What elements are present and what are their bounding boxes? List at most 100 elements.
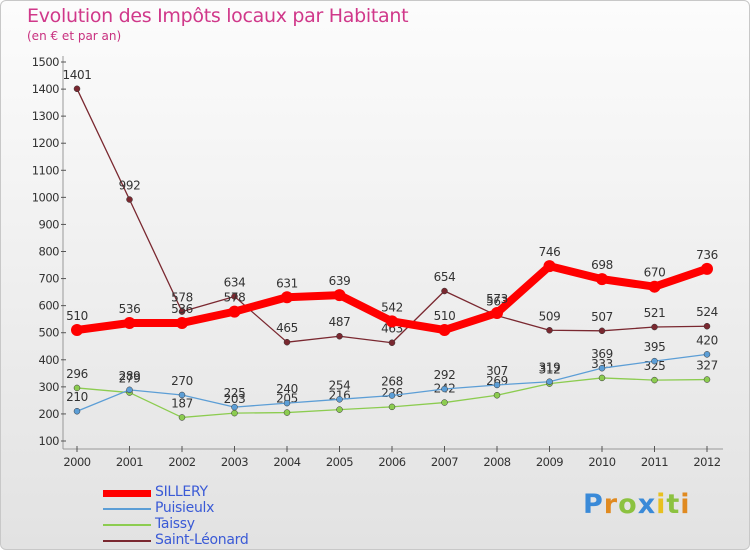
legend-swatch-puisieulx (103, 508, 151, 510)
data-point-sillery (701, 262, 713, 275)
y-tick-label: 1000 (32, 190, 59, 204)
data-label-saint-l-onard: 507 (591, 310, 613, 324)
data-point-sillery (123, 316, 136, 329)
legend-swatch-saint-leonard (103, 540, 151, 542)
data-label-puisieulx: 268 (381, 375, 403, 389)
data-point-taissy (231, 409, 238, 417)
data-point-taissy (336, 406, 343, 413)
data-label-puisieulx: 319 (539, 361, 561, 375)
data-point-saint-l-onard (283, 338, 291, 346)
data-point-taissy (651, 376, 658, 384)
data-label-saint-l-onard: 992 (119, 179, 141, 193)
legend-swatch-taissy (103, 524, 151, 526)
data-label-puisieulx: 254 (329, 378, 351, 392)
y-tick-label: 700 (39, 272, 60, 286)
data-point-saint-l-onard (126, 196, 133, 203)
data-point-puisieulx (546, 378, 553, 385)
data-label-puisieulx: 395 (644, 340, 666, 354)
data-point-puisieulx (73, 407, 81, 415)
logo-letter: i (656, 489, 667, 520)
proxiti-logo: Proxiti (583, 489, 691, 520)
data-point-sillery (596, 273, 608, 286)
data-label-puisieulx: 369 (591, 347, 613, 361)
y-tick-label: 500 (39, 326, 60, 340)
logo-letter: i (680, 489, 691, 520)
data-label-taissy: 187 (171, 396, 193, 410)
data-label-taissy: 203 (224, 392, 246, 406)
data-label-puisieulx: 240 (276, 382, 298, 396)
data-label-saint-l-onard: 524 (696, 305, 718, 319)
data-label-sillery: 639 (329, 274, 351, 288)
data-point-taissy (598, 374, 606, 382)
x-tick-label: 2008 (483, 455, 510, 469)
data-point-saint-l-onard (178, 308, 186, 315)
data-point-puisieulx (388, 392, 396, 399)
data-point-taissy (703, 376, 711, 383)
data-label-puisieulx: 225 (224, 386, 246, 400)
y-tick-label: 1500 (32, 55, 59, 69)
data-label-taissy: 279 (119, 372, 141, 386)
y-tick-label: 1400 (32, 82, 59, 96)
data-point-taissy (283, 409, 291, 416)
y-tick-label: 1300 (32, 109, 59, 123)
data-label-saint-l-onard: 1401 (63, 68, 92, 82)
x-tick-label: 2012 (693, 455, 720, 469)
data-point-puisieulx (651, 357, 658, 365)
x-tick-label: 2001 (116, 455, 143, 469)
data-point-taissy (178, 414, 186, 421)
legend-label-sillery: SILLERY (155, 484, 208, 500)
data-point-sillery (228, 305, 241, 318)
data-point-puisieulx (231, 403, 238, 411)
legend-swatch-sillery (103, 490, 151, 497)
data-point-sillery (543, 260, 556, 273)
data-label-sillery: 631 (276, 276, 298, 290)
y-tick-label: 400 (39, 353, 60, 367)
logo-letter: x (637, 489, 657, 520)
x-tick-label: 2011 (641, 455, 668, 469)
data-point-puisieulx (336, 396, 343, 403)
x-tick-label: 2002 (168, 455, 195, 469)
data-label-sillery: 578 (224, 291, 246, 305)
data-point-saint-l-onard (441, 287, 448, 295)
data-point-sillery (491, 306, 503, 319)
data-label-sillery: 510 (66, 309, 88, 323)
data-label-saint-l-onard: 634 (224, 275, 246, 289)
x-tick-label: 2004 (273, 455, 300, 469)
y-tick-label: 200 (39, 407, 60, 421)
data-label-puisieulx: 420 (696, 333, 718, 347)
chart-subtitle: (en € et par an) (27, 29, 122, 43)
y-tick-label: 100 (39, 434, 60, 448)
data-label-saint-l-onard: 654 (434, 270, 456, 284)
data-point-sillery (438, 324, 451, 337)
y-tick-label: 300 (39, 380, 60, 394)
data-label-saint-l-onard: 521 (644, 306, 666, 320)
data-label-sillery: 736 (696, 248, 718, 262)
data-label-sillery: 510 (434, 309, 456, 323)
y-tick-label: 800 (39, 245, 60, 259)
data-label-saint-l-onard: 487 (329, 315, 351, 329)
x-tick-label: 2003 (221, 455, 248, 469)
logo-letter: t (666, 489, 681, 520)
data-point-saint-l-onard (231, 293, 238, 300)
data-label-taissy: 296 (66, 367, 88, 381)
data-point-puisieulx (126, 386, 133, 394)
logo-letter: o (618, 489, 638, 520)
data-label-sillery: 670 (644, 266, 666, 280)
data-point-puisieulx (598, 364, 606, 372)
data-label-puisieulx: 307 (486, 364, 508, 378)
data-point-sillery (176, 316, 188, 329)
x-tick-label: 2007 (431, 455, 458, 469)
data-point-sillery (648, 280, 661, 293)
data-label-sillery: 542 (381, 300, 403, 314)
legend-label-taissy: Taissy (155, 516, 195, 532)
data-point-saint-l-onard (703, 322, 711, 330)
data-label-taissy: 327 (696, 359, 718, 373)
data-label-sillery: 536 (119, 302, 141, 316)
data-point-puisieulx (441, 385, 448, 393)
y-tick-label: 900 (39, 217, 60, 231)
data-label-sillery: 746 (539, 245, 561, 259)
x-tick-label: 2006 (378, 455, 405, 469)
data-label-saint-l-onard: 509 (539, 309, 561, 323)
